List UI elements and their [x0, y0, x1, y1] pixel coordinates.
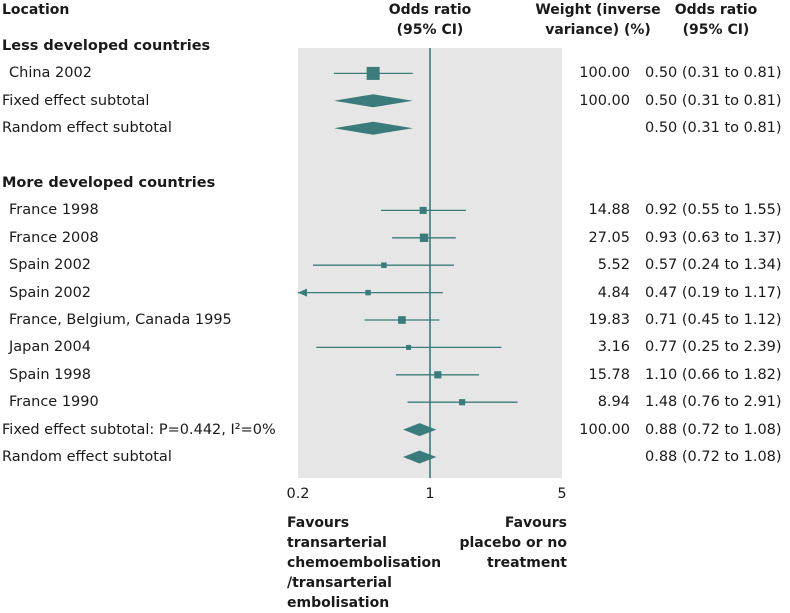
odds-ratio-ci-value: 0.71 (0.45 to 1.12) [645, 312, 782, 328]
odds-ratio-axis-header-line1: Odds ratio [388, 2, 472, 18]
weight-header: Weight (inverse variance) (%) [532, 0, 664, 40]
odds-ratio-ci-value: 0.47 (0.19 to 1.17) [645, 284, 782, 301]
study-point-estimate [398, 316, 406, 324]
odds-ratio-column-header: Odds ratio (95% CI) [668, 0, 764, 40]
odds-ratio-ci-value: 0.50 (0.31 to 0.81) [645, 120, 782, 137]
weight-value: 100.00 [579, 92, 630, 109]
odds-ratio-axis-header-line2: (95% CI) [396, 22, 464, 38]
study-point-estimate [365, 289, 371, 296]
odds-ratio-ci-value: 0.92 (0.55 to 1.55) [645, 202, 782, 219]
favours-left-line4: /transarterial [287, 575, 392, 591]
summary-diamond [333, 121, 413, 135]
summary-diamond [403, 450, 437, 464]
odds-ratio-column-header-line2: (95% CI) [682, 22, 750, 38]
x-tick-label: 0.2 [286, 486, 310, 502]
odds-ratio-ci-value: 0.93 (0.63 to 1.37) [645, 229, 782, 246]
favours-right-line2: placebo or no [459, 535, 567, 551]
odds-ratio-axis-header: Odds ratio (95% CI) [380, 0, 480, 40]
subtotal-label: Fixed effect subtotal: P=0.442, I²=0% [2, 421, 276, 438]
odds-ratio-ci-value: 0.88 (0.72 to 1.08) [645, 449, 782, 465]
subtotal-label: Fixed effect subtotal [2, 92, 150, 109]
study-label: France 1990 [9, 394, 99, 411]
x-tick-label: 1 [425, 486, 435, 502]
weight-header-line2: variance) (%) [545, 22, 651, 38]
study-label: France 1998 [9, 202, 99, 219]
study-point-estimate [459, 399, 466, 406]
subtotal-label: Random effect subtotal [2, 120, 172, 137]
favours-right-line1: Favours [504, 515, 567, 531]
weight-value: 15.78 [588, 366, 630, 383]
weight-value: 3.16 [597, 339, 630, 356]
weight-header-line1: Weight (inverse [535, 2, 661, 18]
favours-placebo-label: Favours placebo or no treatment [440, 513, 567, 573]
study-label: Spain 2002 [9, 284, 92, 301]
weight-value: 27.05 [588, 229, 630, 246]
odds-ratio-ci-value: 0.50 (0.31 to 0.81) [645, 65, 782, 82]
study-label: Japan 2004 [9, 339, 91, 356]
x-tick-label: 5 [557, 486, 567, 502]
odds-ratio-ci-value: 0.50 (0.31 to 0.81) [645, 92, 782, 109]
study-label: China 2002 [9, 65, 92, 82]
favours-treatment-label: Favours transarterial chemoembolisation … [287, 513, 441, 613]
weight-value: 100.00 [579, 421, 630, 438]
odds-ratio-ci-value: 0.77 (0.25 to 2.39) [645, 339, 782, 356]
summary-diamond [333, 94, 413, 108]
study-label: Spain 2002 [9, 257, 92, 274]
weight-value: 100.00 [579, 65, 630, 82]
favours-left-line5: embolisation [287, 595, 390, 611]
weight-value: 19.83 [588, 312, 630, 328]
location-header: Location [2, 2, 70, 18]
study-label: France, Belgium, Canada 1995 [9, 312, 232, 328]
odds-ratio-column-header-line1: Odds ratio [674, 2, 758, 18]
weight-value: 14.88 [588, 202, 630, 219]
study-point-estimate [406, 344, 412, 350]
study-point-estimate [366, 66, 380, 80]
favours-left-line3: chemoembolisation [287, 555, 442, 571]
study-point-estimate [419, 206, 427, 214]
study-label: Spain 1998 [9, 366, 92, 383]
favours-left-line1: Favours [287, 515, 350, 531]
study-point-estimate [434, 371, 442, 379]
odds-ratio-ci-value: 1.48 (0.76 to 2.91) [645, 394, 782, 411]
section-heading: More developed countries [2, 175, 216, 191]
study-point-estimate [381, 262, 387, 268]
subtotal-label: Random effect subtotal [2, 449, 172, 465]
section-heading: Less developed countries [2, 38, 211, 54]
weight-value: 8.94 [597, 394, 630, 411]
weight-value: 4.84 [597, 284, 630, 301]
summary-diamond [403, 423, 437, 437]
odds-ratio-ci-value: 0.88 (0.72 to 1.08) [645, 421, 782, 438]
study-label: France 2008 [9, 229, 99, 246]
weight-value: 5.52 [597, 257, 630, 274]
ci-truncation-arrow [298, 288, 307, 297]
favours-right-line3: treatment [487, 555, 567, 571]
odds-ratio-ci-value: 1.10 (0.66 to 1.82) [645, 366, 782, 383]
study-point-estimate [419, 233, 429, 243]
favours-left-line2: transarterial [287, 535, 387, 551]
odds-ratio-ci-value: 0.57 (0.24 to 1.34) [645, 257, 782, 274]
